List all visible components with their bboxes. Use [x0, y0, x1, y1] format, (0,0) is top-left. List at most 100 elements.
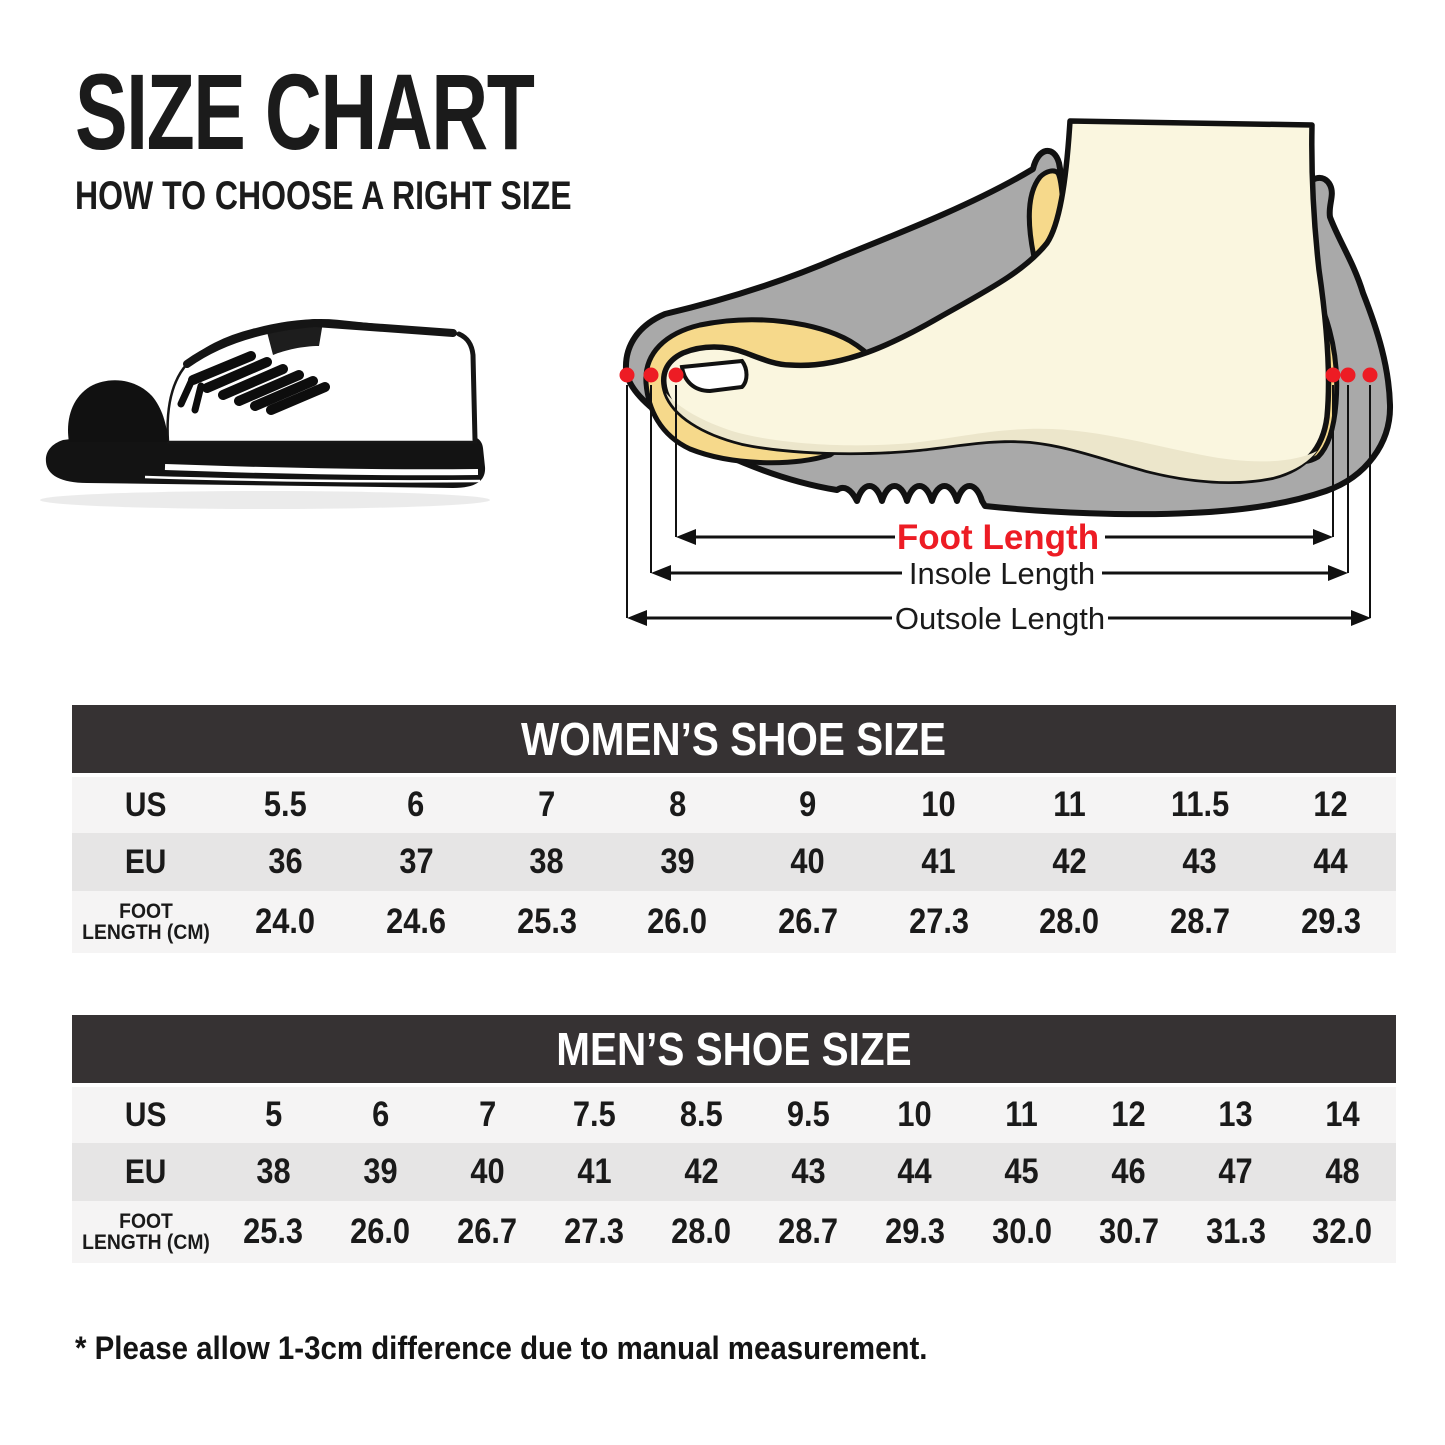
insole-length-label: Insole Length [909, 556, 1095, 591]
womens-table: US 5.5 6 7 8 9 10 11 11.5 12 EU 36 37 38 39 40 41 42 43 44 F… [72, 777, 1396, 953]
row-label: FOOT LENGTH (CM) [82, 900, 210, 944]
size-cell: 30.0 [991, 1212, 1052, 1251]
size-cell: 11.5 [1170, 785, 1230, 824]
title-block: SIZE CHART HOW TO CHOOSE A RIGHT SIZE [75, 51, 703, 218]
size-row-foot-length-cm: FOOT LENGTH (CM) 24.0 24.6 25.3 26.0 26.7 27.3 2… [72, 891, 1396, 953]
size-cell: 24.6 [386, 902, 446, 941]
size-cell: 44 [1313, 842, 1348, 881]
mens-table-header: MEN’S SHOE SIZE [72, 1015, 1396, 1083]
size-cell: 28.0 [671, 1212, 732, 1251]
size-row-eu: EU 36 37 38 39 40 41 42 43 44 [72, 833, 1396, 891]
size-cell: 25.3 [516, 902, 577, 941]
size-cell: 28.0 [1039, 902, 1100, 941]
outsole-length-label: Outsole Length [895, 601, 1105, 636]
size-cell: 30.7 [1098, 1212, 1159, 1251]
foot-diagram-svg: Foot Length Insole Length Outsole Length [619, 118, 1394, 636]
size-cell: 10 [921, 785, 956, 824]
size-cell: 6 [407, 785, 425, 824]
row-label: EU [125, 842, 167, 881]
size-cell: 9 [799, 785, 817, 824]
size-cell: 43 [790, 1152, 826, 1191]
sneaker-toe-cap [68, 380, 168, 442]
size-cell: 36 [268, 842, 303, 881]
toenail [679, 358, 749, 394]
size-cell: 47 [1218, 1152, 1253, 1191]
womens-table-header: WOMEN’S SHOE SIZE [72, 705, 1396, 773]
size-cell: 26.7 [457, 1212, 518, 1251]
size-row-us: US 5 6 7 7.5 8.5 9.5 10 11 12 13 14 [72, 1087, 1396, 1143]
size-row-foot-length-cm: FOOT LENGTH (CM) 25.3 26.0 26.7 27.3 28.0 28.7 2… [72, 1201, 1396, 1263]
sole-stripe [164, 464, 479, 476]
size-cell: 44 [897, 1152, 933, 1191]
size-cell: 8.5 [679, 1095, 723, 1134]
size-cell: 9.5 [786, 1095, 830, 1134]
size-cell: 25.3 [243, 1212, 304, 1251]
foot-length-label: Foot Length [897, 518, 1099, 557]
size-cell: 12 [1111, 1095, 1146, 1134]
size-cell: 12 [1313, 785, 1348, 824]
page-title: SIZE CHART [75, 51, 535, 172]
mens-size-table: MEN’S SHOE SIZE US 5 6 7 7.5 8.5 9.5 10 11 12 13 14… [72, 1015, 1396, 1263]
arrowheads [627, 529, 1371, 626]
size-row-eu: EU 38 39 40 41 42 43 44 45 46 47 48 [72, 1143, 1396, 1201]
womens-size-table: WOMEN’S SHOE SIZE US 5.5 6 7 8 9 10 11 11.5 12 EU 3… [72, 705, 1396, 953]
size-cell: 26.7 [777, 902, 838, 941]
size-cell: 11 [1005, 1095, 1039, 1134]
size-cell: 42 [683, 1152, 719, 1191]
size-cell: 28.7 [778, 1212, 838, 1251]
size-cell: 39 [363, 1152, 398, 1191]
size-cell: 5 [264, 1095, 283, 1134]
size-cell: 29.3 [884, 1212, 945, 1251]
size-cell: 40 [470, 1152, 505, 1191]
foot-shading [666, 393, 1317, 482]
size-cell: 29.3 [1300, 902, 1361, 941]
sneaker-svg [40, 318, 490, 509]
row-label: EU [125, 1152, 167, 1191]
size-cell: 48 [1325, 1152, 1360, 1191]
size-cell: 32.0 [1312, 1212, 1373, 1251]
size-cell: 27.3 [908, 902, 969, 941]
foot-measurement-diagram: Foot Length Insole Length Outsole Length [590, 85, 1440, 645]
size-cell: 39 [660, 842, 695, 881]
size-cell: 11 [1052, 785, 1086, 824]
size-cell: 38 [256, 1152, 291, 1191]
size-cell: 14 [1325, 1095, 1360, 1134]
size-cell: 7 [538, 785, 556, 824]
size-cell: 37 [398, 842, 434, 881]
size-cell: 40 [790, 842, 826, 881]
collar-trim [183, 318, 457, 368]
footnote: * Please allow 1-3cm difference due to m… [75, 1330, 928, 1366]
size-cell: 8 [668, 785, 686, 824]
womens-table-title: WOMEN’S SHOE SIZE [521, 713, 947, 765]
mens-table: US 5 6 7 7.5 8.5 9.5 10 11 12 13 14 EU 38 39 40 41 42 43 44… [72, 1087, 1396, 1263]
size-cell: 42 [1052, 842, 1087, 881]
size-row-us: US 5.5 6 7 8 9 10 11 11.5 12 [72, 777, 1396, 833]
sneaker-laces [177, 351, 330, 415]
measurement-arrows [633, 535, 1367, 620]
mens-table-title: MEN’S SHOE SIZE [556, 1023, 912, 1075]
measurement-marker-dots [619, 367, 1378, 383]
measurement-guides [626, 385, 1371, 618]
size-cell: 24.0 [255, 902, 316, 941]
size-cell: 26.0 [647, 902, 708, 941]
row-label: FOOT LENGTH (CM) [82, 1210, 210, 1254]
sneaker-illustration [15, 292, 515, 537]
size-cell: 43 [1182, 842, 1218, 881]
size-cell: 13 [1218, 1095, 1253, 1134]
heel-trim [456, 331, 478, 443]
sole-stripe-thin [144, 475, 481, 483]
size-cell: 27.3 [564, 1212, 625, 1251]
size-cell: 38 [529, 842, 564, 881]
size-cell: 10 [897, 1095, 933, 1134]
size-cell: 28.7 [1169, 902, 1230, 941]
size-cell: 7.5 [572, 1095, 616, 1134]
page-subtitle: HOW TO CHOOSE A RIGHT SIZE [75, 174, 572, 218]
row-label: US [125, 1095, 167, 1134]
size-cell: 46 [1111, 1152, 1146, 1191]
size-cell: 7 [478, 1095, 496, 1134]
size-cell: 41 [921, 842, 956, 881]
size-cell: 26.0 [350, 1212, 411, 1251]
size-cell: 31.3 [1205, 1212, 1266, 1251]
sneaker-shadow [40, 491, 490, 509]
size-cell: 41 [577, 1152, 612, 1191]
